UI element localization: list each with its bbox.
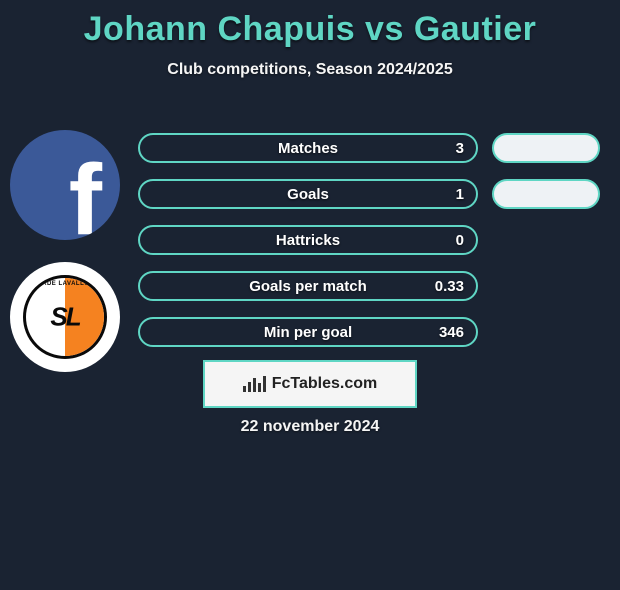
stat-value-left: 0.33 (435, 278, 464, 295)
stat-row: Min per goal 346 (138, 317, 478, 347)
club-badge: STADE LAVALLOIS SL (23, 275, 107, 359)
date-label: 22 november 2024 (0, 418, 620, 436)
stats-right-column (492, 133, 600, 347)
stat-label: Matches (278, 140, 338, 157)
stat-label: Min per goal (264, 324, 352, 341)
brand-box[interactable]: FcTables.com (203, 360, 417, 408)
stat-label: Goals (287, 186, 329, 203)
stat-row: Goals per match 0.33 (138, 271, 478, 301)
stats-list: Matches 3 Goals 1 Hattricks 0 Goals per match 0… (138, 133, 478, 347)
stat-pill-right (492, 179, 600, 209)
club-initials: SL (50, 302, 79, 333)
spacer (492, 225, 600, 255)
stat-row: Hattricks 0 (138, 225, 478, 255)
avatar-column: STADE LAVALLOIS SL (10, 130, 120, 372)
stat-value-left: 3 (456, 140, 464, 157)
player-avatar-club: STADE LAVALLOIS SL (10, 262, 120, 372)
stat-value-left: 0 (456, 232, 464, 249)
stat-label: Goals per match (249, 278, 367, 295)
stat-label: Hattricks (276, 232, 340, 249)
spacer (492, 317, 600, 347)
stat-row: Goals 1 (138, 179, 478, 209)
stat-row: Matches 3 (138, 133, 478, 163)
club-top-text: STADE LAVALLOIS (26, 281, 104, 287)
player-avatar-facebook (10, 130, 120, 240)
page-title: Johann Chapuis vs Gautier (0, 10, 620, 49)
stat-pill-right (492, 133, 600, 163)
stat-value-left: 1 (456, 186, 464, 203)
spacer (492, 271, 600, 301)
brand-label: FcTables.com (272, 375, 378, 393)
chart-icon (243, 376, 266, 392)
subtitle: Club competitions, Season 2024/2025 (0, 61, 620, 79)
stat-value-left: 346 (439, 324, 464, 341)
